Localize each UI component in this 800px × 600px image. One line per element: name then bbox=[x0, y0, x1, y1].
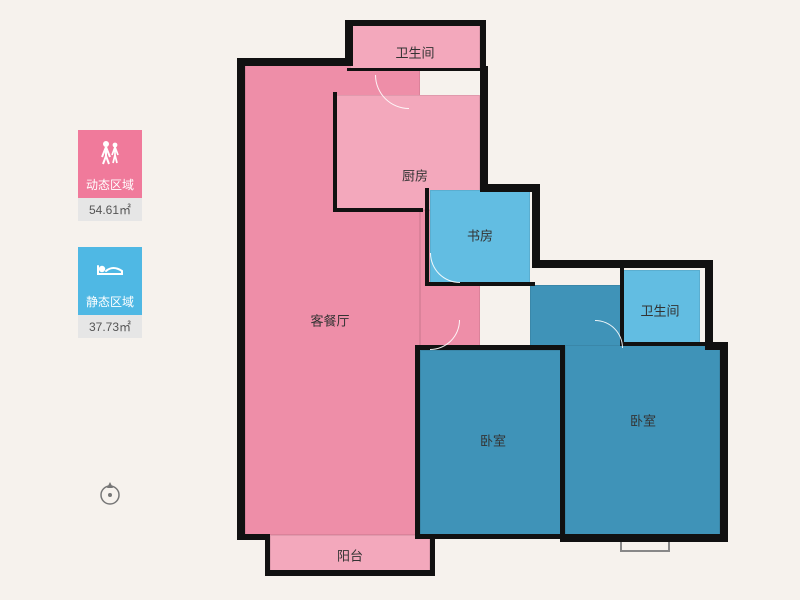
wall-11 bbox=[720, 342, 728, 542]
wall-18 bbox=[415, 345, 420, 537]
legend-static: 静态区域 37.73㎡ bbox=[78, 247, 142, 338]
legend-dynamic: 动态区域 54.61㎡ bbox=[78, 130, 142, 221]
window-mark bbox=[620, 542, 670, 552]
wall-2 bbox=[345, 20, 353, 66]
legend-static-title: 静态区域 bbox=[78, 291, 142, 315]
wall-6 bbox=[480, 184, 540, 192]
people-icon-svg bbox=[96, 139, 124, 165]
legend: 动态区域 54.61㎡ 静态区域 37.73㎡ bbox=[78, 130, 142, 338]
sleep-icon bbox=[78, 247, 142, 291]
label-study: 书房 bbox=[467, 226, 493, 245]
label-living: 客餐厅 bbox=[310, 311, 349, 330]
wall-4 bbox=[480, 20, 486, 70]
legend-dynamic-value: 54.61㎡ bbox=[78, 198, 142, 221]
label-balcony: 阳台 bbox=[337, 546, 363, 565]
sleep-icon-svg bbox=[95, 259, 125, 279]
wall-25 bbox=[333, 92, 337, 210]
wall-21 bbox=[620, 268, 624, 346]
wall-23 bbox=[425, 282, 535, 286]
wall-16 bbox=[265, 534, 270, 574]
label-kitchen: 厨房 bbox=[402, 166, 428, 185]
wall-26 bbox=[333, 208, 423, 212]
legend-dynamic-title: 动态区域 bbox=[78, 174, 142, 198]
wall-3 bbox=[345, 20, 485, 26]
floor-plan: 客餐厅厨房卫生间书房卫生间卧室卧室阳台 bbox=[225, 20, 745, 580]
label-bed2: 卧室 bbox=[630, 411, 656, 430]
label-bed1: 卧室 bbox=[480, 431, 506, 450]
label-bath2: 卫生间 bbox=[640, 301, 679, 320]
wall-27 bbox=[347, 68, 483, 71]
legend-static-value: 37.73㎡ bbox=[78, 315, 142, 338]
wall-5 bbox=[480, 66, 488, 190]
wall-17 bbox=[430, 534, 435, 574]
people-icon bbox=[78, 130, 142, 174]
wall-13 bbox=[415, 534, 565, 539]
wall-22 bbox=[620, 342, 710, 346]
wall-7 bbox=[532, 184, 540, 264]
wall-19 bbox=[560, 345, 565, 537]
wall-0 bbox=[237, 58, 245, 540]
wall-8 bbox=[532, 260, 712, 268]
wall-24 bbox=[425, 188, 429, 284]
wall-12 bbox=[560, 534, 728, 542]
compass-icon bbox=[97, 480, 123, 506]
wall-1 bbox=[237, 58, 350, 66]
wall-9 bbox=[705, 260, 713, 350]
wall-15 bbox=[265, 570, 435, 576]
label-bath1: 卫生间 bbox=[395, 43, 434, 62]
room-bed2 bbox=[565, 345, 720, 535]
